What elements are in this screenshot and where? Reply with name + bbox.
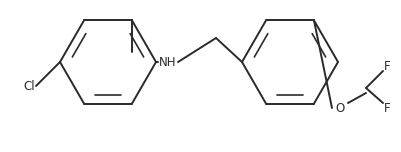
- Text: O: O: [335, 102, 344, 114]
- Text: Cl: Cl: [23, 79, 35, 93]
- Text: F: F: [384, 102, 390, 114]
- Text: F: F: [384, 59, 390, 73]
- Text: NH: NH: [159, 55, 177, 69]
